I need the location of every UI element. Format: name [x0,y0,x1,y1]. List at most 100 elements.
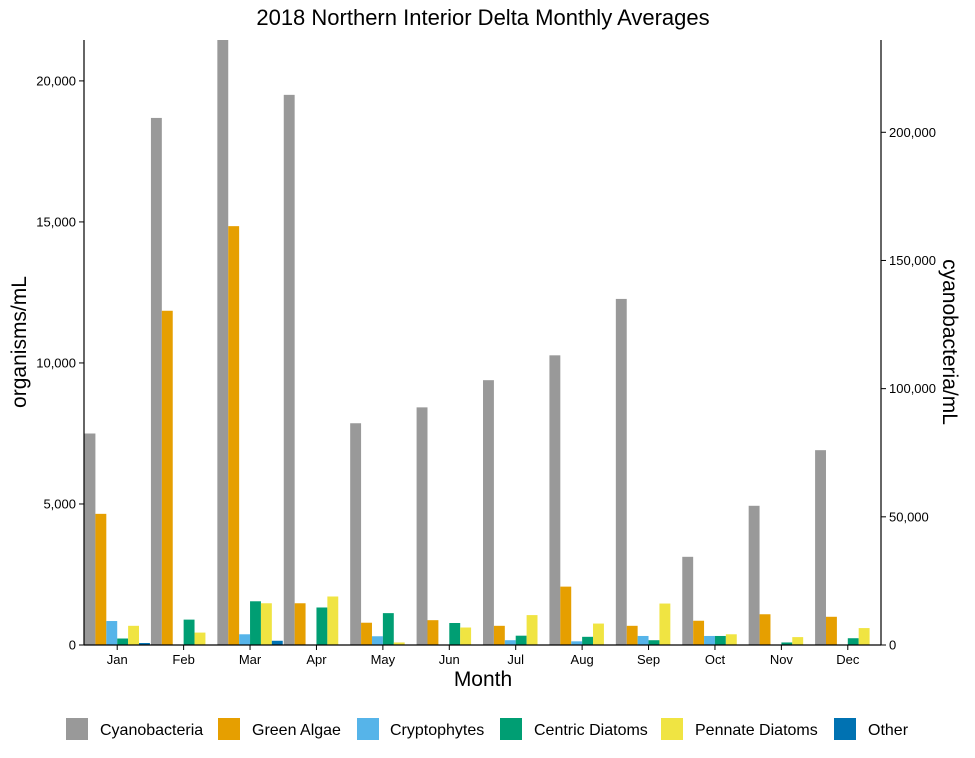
bar-pennate-diatoms-apr [327,596,339,645]
bar-green-algae-dec [825,616,837,645]
bar-pennate-diatoms-jul [526,615,538,645]
y2-axis-title: cyanobacteria/mL [938,259,961,425]
legend-swatch-cryptophytes [357,718,379,740]
bar-pennate-diatoms-mar [260,603,272,645]
legend-swatch-green-algae [218,718,240,740]
bar-cyanobacteria-apr [283,94,295,646]
bar-green-algae-nov [759,614,771,645]
legend-swatch-centric-diatoms [500,718,522,740]
x-tick-label: May [371,652,396,667]
bar-cyanobacteria-dec [815,450,826,645]
bar-cryptophytes-jan [106,621,118,645]
x-tick-label: Dec [836,652,860,667]
y2-tick-label: 100,000 [889,381,936,396]
bar-pennate-diatoms-jan [128,625,140,645]
bar-green-algae-may [361,622,372,645]
legend-swatch-other [834,718,856,740]
bar-pennate-diatoms-oct [725,634,737,645]
y-tick-label: 0 [69,638,76,653]
bar-centric-diatoms-apr [316,607,328,645]
bar-pennate-diatoms-may [393,642,405,645]
x-tick-label: Mar [239,652,262,667]
legend-label: Cryptophytes [390,722,484,739]
bar-centric-diatoms-mar [250,601,261,645]
y-axis-title: organisms/mL [8,276,31,408]
x-tick-label: Apr [306,652,327,667]
bar-centric-diatoms-feb [183,619,195,645]
y-axis-ticks: 0 5,000 10,000 15,000 20,000 [36,73,84,653]
bar-green-algae-jun [427,620,439,645]
y2-tick-label: 150,000 [889,253,936,268]
x-tick-label: Oct [705,652,726,667]
bar-centric-diatoms-dec [847,638,859,645]
x-axis-ticks: Jan Feb Mar Apr May Jun Jul Aug Sep Oct Nov Dec [107,645,860,667]
legend-label: Pennate Diatoms [695,722,818,739]
chart-title: 2018 Northern Interior Delta Monthly Ave… [256,5,709,30]
x-tick-label: Feb [172,652,194,667]
bar-pennate-diatoms-sep [659,603,671,645]
bar-centric-diatoms-jul [515,635,527,645]
y-tick-label: 10,000 [36,355,76,370]
bar-centric-diatoms-jan [117,638,129,645]
y-tick-label: 20,000 [36,73,76,88]
bar-green-algae-jul [493,625,505,645]
bar-other-jan [139,643,150,645]
x-tick-label: Jan [107,652,128,667]
bar-cyanobacteria-may [350,423,362,645]
bar-pennate-diatoms-jun [460,627,472,645]
bar-cyanobacteria-oct [682,556,694,645]
x-tick-label: Sep [637,652,660,667]
bar-cyanobacteria-jun [416,407,428,645]
legend-label: Other [868,722,909,739]
legend-label: Centric Diatoms [534,722,648,739]
bar-pennate-diatoms-nov [792,637,804,645]
bar-centric-diatoms-jun [449,623,461,645]
bar-centric-diatoms-aug [582,636,594,645]
bar-cryptophytes-sep [637,635,649,645]
x-axis-title: Month [454,668,512,691]
bar-cryptophytes-may [371,636,383,645]
legend-swatch-cyanobacteria [66,718,88,740]
y-tick-label: 15,000 [36,214,76,229]
bar-green-algae-feb [161,310,173,645]
bar-cryptophytes-aug [571,641,583,645]
bar-green-algae-aug [560,586,572,645]
bar-cyanobacteria-feb [150,117,162,646]
bar-cyanobacteria-nov [748,505,760,645]
bar-cryptophytes-jul [504,640,516,645]
bar-green-algae-mar [228,226,240,645]
x-tick-label: Aug [571,652,594,667]
legend-label: Cyanobacteria [100,722,203,739]
bar-green-algae-jan [95,513,107,645]
bar-pennate-diatoms-dec [858,628,870,645]
bar-cyanobacteria-jul [483,380,494,645]
bar-centric-diatoms-sep [648,640,660,645]
bar-green-algae-sep [626,625,638,645]
legend-swatch-pennate-diatoms [661,718,683,740]
bar-pennate-diatoms-aug [593,623,604,645]
bar-cyanobacteria-aug [549,355,561,645]
y2-tick-label: 0 [889,638,896,653]
bar-other-mar [271,640,283,645]
bar-cyanobacteria-jan [84,433,96,645]
y2-tick-label: 50,000 [889,509,929,524]
bar-cryptophytes-oct [704,635,715,645]
y2-tick-label: 200,000 [889,125,936,140]
bar-centric-diatoms-nov [781,642,793,645]
bar-centric-diatoms-may [382,613,394,645]
bar-cyanobacteria-sep [615,298,627,645]
y2-axis-ticks: 0 50,000 100,000 150,000 200,000 [881,125,936,653]
bar-pennate-diatoms-feb [194,632,206,645]
bar-centric-diatoms-oct [714,635,726,645]
legend: Cyanobacteria Green Algae Cryptophytes Cent… [66,718,909,740]
x-tick-label: Nov [770,652,794,667]
x-tick-label: Jul [507,652,524,667]
bar-green-algae-apr [294,603,306,645]
bar-cryptophytes-mar [239,634,251,645]
bar-green-algae-oct [693,620,705,645]
bar-cyanobacteria-mar [217,40,229,645]
y-tick-label: 5,000 [43,496,76,511]
x-tick-label: Jun [439,652,460,667]
legend-label: Green Algae [252,722,341,739]
